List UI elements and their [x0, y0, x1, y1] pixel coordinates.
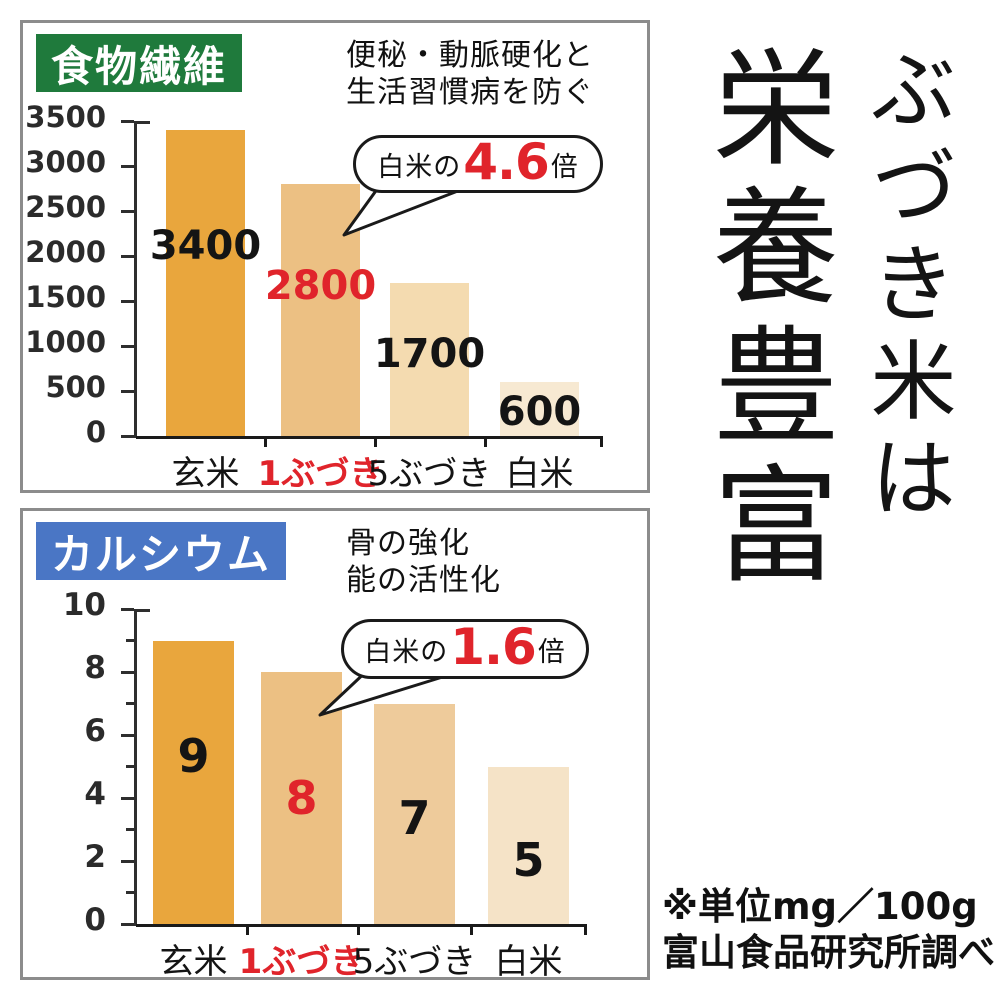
y-tick-label: 8 — [84, 649, 106, 686]
y-tick-label: 0 — [84, 901, 106, 938]
y-tick-label: 500 — [45, 370, 106, 405]
y-tick-major — [121, 164, 134, 168]
y-tick-major — [121, 859, 134, 863]
bar-白米 — [488, 766, 569, 924]
y-tick-label: 3000 — [25, 145, 106, 180]
bar-value-label: 2800 — [264, 263, 377, 309]
headline-vertical-kana: ぶづき米は — [855, 45, 955, 530]
x-tick — [483, 436, 487, 447]
y-tick-minor — [126, 828, 134, 831]
headline-vertical-kanji: 栄養豊富 — [692, 42, 839, 598]
calcium-multiplier-bubble: 白米の 1.6 倍 — [341, 618, 589, 679]
calcium-desc-line2: 能の活性化 — [346, 563, 501, 598]
category-label-5ぶづき: 5ぶづき — [352, 942, 477, 982]
y-tick-major — [121, 389, 134, 393]
y-tick-minor — [126, 765, 134, 768]
y-tick-major — [121, 209, 134, 213]
x-tick — [469, 924, 473, 935]
y-tick-label: 2000 — [25, 235, 106, 270]
bar-白米 — [500, 382, 579, 436]
calcium-chart-title: カルシウム — [36, 522, 287, 580]
fiber-chart-description: 便秘・動脈硬化と 生活習慣病を防ぐ — [346, 37, 594, 111]
footnote-source: 富山食品研究所調べ — [662, 931, 995, 974]
y-axis — [134, 609, 137, 926]
calcium-desc-line1: 骨の強化 — [346, 526, 470, 561]
bar-value-label: 3400 — [149, 223, 262, 269]
calcium-chart-panel: カルシウム 骨の強化 能の活性化 白米の 1.6 倍 0 2 4 6 8 10 9 玄米 8 1ぶ… — [20, 508, 650, 982]
bubble-suffix: 倍 — [550, 151, 579, 183]
y-tick-label: 3500 — [25, 100, 106, 135]
x-tick — [245, 924, 249, 935]
bubble-multiplier-value: 1.6 — [450, 618, 537, 676]
x-tick — [263, 436, 267, 447]
category-label-5ぶづき: 5ぶづき — [367, 454, 492, 494]
calcium-chart-description: 骨の強化 能の活性化 — [346, 525, 501, 599]
y-tick-minor — [126, 891, 134, 894]
x-axis — [136, 436, 601, 439]
bar-5ぶづき — [390, 283, 469, 436]
y-tick-minor — [126, 702, 134, 705]
fiber-chart-title: 食物繊維 — [36, 34, 243, 92]
bubble-suffix: 倍 — [537, 636, 566, 668]
y-axis-top-tick — [134, 121, 150, 124]
footnote: ※単位mg／100g 富山食品研究所調べ — [662, 884, 995, 976]
bar-5ぶづき — [374, 703, 455, 924]
y-tick-label: 2 — [84, 838, 106, 875]
bar-value-label: 7 — [398, 791, 431, 845]
fiber-desc-line1: 便秘・動脈硬化と — [346, 38, 594, 73]
category-label-玄米: 玄米 — [159, 942, 228, 982]
bar-value-label: 1700 — [373, 331, 486, 377]
x-tick — [373, 436, 377, 447]
y-tick-label: 10 — [62, 586, 106, 623]
y-tick-label: 2500 — [25, 190, 106, 225]
y-tick-major — [121, 670, 134, 674]
y-tick-major — [121, 344, 134, 348]
bubble-multiplier-value: 4.6 — [463, 133, 550, 191]
y-tick-major — [121, 796, 134, 800]
y-tick-major — [121, 299, 134, 303]
fiber-chart-panel: 食物繊維 便秘・動脈硬化と 生活習慣病を防ぐ 白米の 4.6 倍 0 500 100… — [20, 20, 650, 494]
y-tick-label: 1500 — [25, 280, 106, 315]
category-label-白米: 白米 — [494, 942, 563, 982]
y-tick-major — [121, 254, 134, 258]
x-tick — [356, 924, 360, 935]
bubble-prefix: 白米の — [364, 636, 449, 668]
bar-value-label: 9 — [177, 729, 210, 783]
y-axis — [134, 121, 137, 438]
category-label-1ぶづき: 1ぶづき — [238, 942, 365, 982]
y-tick-minor — [126, 639, 134, 642]
bar-玄米 — [166, 130, 245, 436]
footnote-unit: ※単位mg／100g — [662, 885, 978, 928]
y-tick-major — [121, 434, 134, 438]
bar-value-label: 600 — [497, 389, 582, 435]
y-tick-label: 6 — [84, 712, 106, 749]
bubble-prefix: 白米の — [377, 151, 462, 183]
bar-value-label: 8 — [285, 771, 318, 825]
y-tick-major — [121, 733, 134, 737]
y-tick-label: 0 — [85, 415, 106, 450]
fiber-multiplier-bubble: 白米の 4.6 倍 — [353, 133, 603, 193]
bar-玄米 — [153, 640, 234, 924]
category-label-玄米: 玄米 — [171, 454, 240, 494]
x-tick — [599, 436, 603, 447]
x-tick — [583, 924, 587, 935]
bar-value-label: 5 — [512, 833, 545, 887]
y-tick-major — [121, 922, 134, 926]
y-tick-label: 4 — [84, 775, 106, 812]
y-axis-top-tick — [134, 609, 150, 612]
y-tick-label: 1000 — [25, 325, 106, 360]
y-tick-major — [121, 607, 134, 611]
y-tick-major — [121, 119, 134, 123]
category-label-1ぶづき: 1ぶづき — [257, 454, 384, 494]
category-label-白米: 白米 — [505, 454, 574, 494]
fiber-desc-line2: 生活習慣病を防ぐ — [346, 75, 594, 110]
bar-1ぶづき — [281, 184, 360, 436]
x-axis — [136, 924, 585, 927]
